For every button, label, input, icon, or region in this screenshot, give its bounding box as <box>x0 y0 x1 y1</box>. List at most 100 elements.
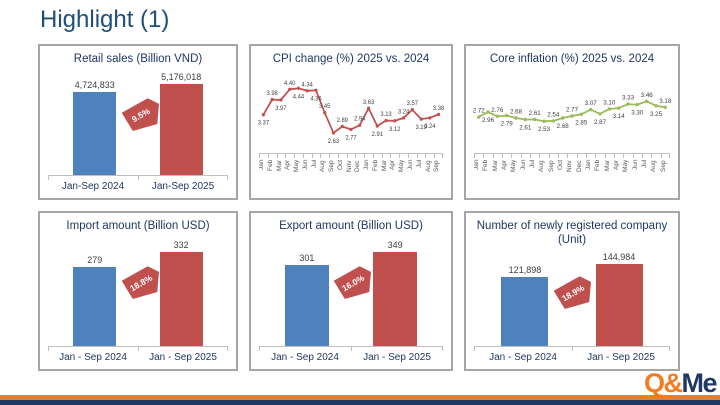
axis-tick <box>138 347 139 351</box>
axis-tick <box>276 154 278 159</box>
category-label: Jan-Sep 2024 <box>61 181 125 192</box>
data-point-marker <box>598 112 602 116</box>
axis-tick <box>294 154 296 159</box>
panel-title-cpi-change: CPI change (%) 2025 vs. 2024 <box>272 53 430 65</box>
axis-tick <box>585 154 587 159</box>
qme-logo-navy-part: Me <box>681 368 717 398</box>
category-axis <box>48 346 228 351</box>
qme-logo-orange-part: Q& <box>643 368 683 398</box>
data-point-marker <box>270 98 274 102</box>
axis-tick <box>372 154 374 159</box>
growth-badge: 16.0% <box>333 265 374 300</box>
import-amount-chart: 279 332 18.8% Jan - Sep 2024 Jan - Sep 2025 <box>48 236 228 363</box>
data-point-marker <box>477 115 481 120</box>
axis-tick <box>572 347 573 351</box>
category-axis <box>474 153 670 159</box>
growth-badge-label: 18.8% <box>127 272 154 293</box>
category-labels: Jan-Sep 2024 Jan-Sep 2025 <box>48 180 228 192</box>
data-point-label: 3.46 <box>641 92 654 99</box>
month-label: Feb <box>482 160 490 172</box>
footer-navy-bar <box>0 400 720 405</box>
panel-retail-sales: Retail sales (Billion VND) 4,724,833 5,17… <box>38 44 238 200</box>
data-point-marker <box>279 98 283 102</box>
axis-tick <box>351 347 352 351</box>
data-point-marker <box>635 103 639 107</box>
growth-badge: 18.8% <box>120 265 161 300</box>
data-point-marker <box>358 123 362 128</box>
panel-import-amount: Import amount (Billion USD) 279 332 18.8% J… <box>38 211 238 371</box>
axis-tick <box>539 154 541 159</box>
bar-value-label: 144,984 <box>602 252 636 263</box>
data-point-label: 3.38 <box>433 106 445 112</box>
data-point-marker <box>570 114 574 119</box>
data-point-marker <box>607 107 611 112</box>
axis-tick <box>492 154 494 159</box>
axis-tick <box>407 154 409 159</box>
panel-export-amount: Export amount (Billion USD) 301 349 16.0% J… <box>249 211 453 371</box>
data-point-marker <box>505 114 509 118</box>
data-point-label: 3.33 <box>622 95 635 102</box>
axis-tick <box>364 154 366 159</box>
axis-tick <box>651 154 653 159</box>
category-axis <box>259 346 443 351</box>
axis-tick <box>558 154 559 159</box>
category-label: Jan-Sep 2025 <box>151 181 215 192</box>
line-chart-svg: 3.37 3.98 3.97 4.40 4.44 4.34 4.363.45 2.63 2.89… <box>258 81 445 145</box>
panel-core-inflation: Core inflation (%) 2025 vs. 2024 2.72 2.9… <box>464 44 680 200</box>
data-point-label: 2.77 <box>566 107 579 114</box>
data-point-label: 2.87 <box>594 119 607 126</box>
data-point-label: 3.57 <box>407 101 419 107</box>
category-labels: Jan - Sep 2024 Jan - Sep 2025 <box>259 351 443 363</box>
panel-title-new-companies: Number of newly registered company (Unit… <box>476 220 668 247</box>
data-point-marker <box>551 119 555 123</box>
axis-tick <box>474 347 475 351</box>
month-label: Aug <box>538 160 546 172</box>
data-point-label: 3.63 <box>363 100 375 106</box>
data-point-label: 2.91 <box>372 132 384 138</box>
axis-tick <box>311 154 313 159</box>
data-point-label: 2.77 <box>345 136 357 142</box>
axis-tick <box>425 154 427 159</box>
data-point-label: 2.68 <box>557 123 570 130</box>
axis-tick <box>48 347 49 351</box>
data-point-label: 4.44 <box>293 95 305 101</box>
axis-tick <box>614 154 615 159</box>
bar-value-label: 349 <box>387 239 403 250</box>
data-point-marker <box>486 110 490 115</box>
new-companies-chart: 121,898 144,984 18.9% Jan - Sep 2024 Jan - S… <box>474 251 670 363</box>
data-point-label: 3.14 <box>613 113 626 120</box>
data-point-label: 3.10 <box>603 100 616 107</box>
data-point-label: 3.24 <box>424 124 436 130</box>
month-label: Sep <box>659 160 667 172</box>
axis-tick <box>346 154 348 159</box>
axis-tick <box>604 154 606 159</box>
panel-title-export-amount: Export amount (Billion USD) <box>279 220 423 232</box>
data-point-marker <box>375 124 379 129</box>
data-point-marker <box>645 99 649 104</box>
data-point-marker <box>495 114 499 119</box>
axis-tick <box>632 154 634 159</box>
data-point-marker <box>579 112 583 117</box>
data-point-label: 2.53 <box>538 127 551 134</box>
axis-tick <box>501 154 503 159</box>
data-point-marker <box>366 106 371 111</box>
month-label: May <box>510 160 518 173</box>
data-point-marker <box>288 87 292 92</box>
category-labels: Jan - Sep 2024 Jan - Sep 2025 <box>474 351 670 363</box>
data-point-label: 2.94 <box>354 117 366 123</box>
bar-plot-area: 301 349 16.0% <box>259 236 443 346</box>
data-point-label: 3.24 <box>398 110 410 116</box>
data-point-label: 4.34 <box>302 83 314 89</box>
data-point-marker <box>589 108 593 112</box>
axis-tick <box>381 154 383 159</box>
axis-tick <box>337 154 339 159</box>
panel-new-companies: Number of newly registered company (Unit… <box>464 211 680 371</box>
category-label: Jan - Sep 2025 <box>149 352 217 363</box>
panel-title-core-inflation: Core inflation (%) 2025 vs. 2024 <box>489 53 655 65</box>
data-point-label: 2.61 <box>529 110 542 117</box>
month-label: Feb <box>594 160 602 172</box>
month-label: May <box>622 160 630 173</box>
axis-tick <box>511 154 513 159</box>
data-point-label: 4.36 <box>310 97 322 103</box>
axis-tick <box>576 154 578 159</box>
